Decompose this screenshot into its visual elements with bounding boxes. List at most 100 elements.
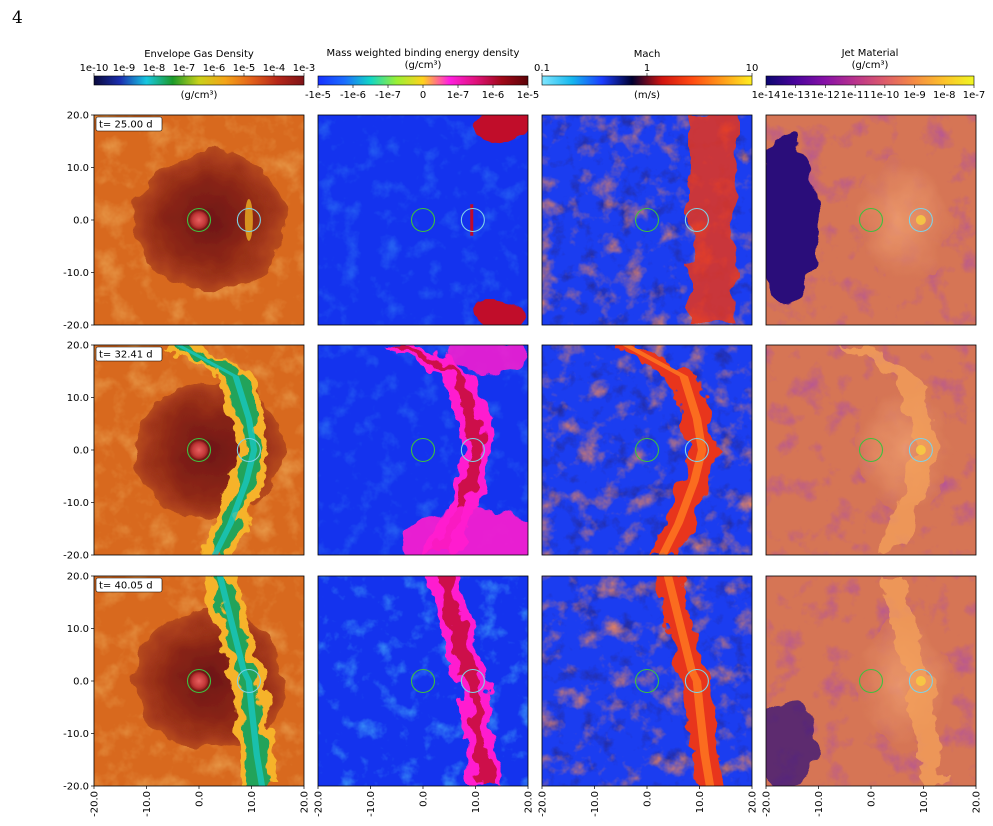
y-tick-label: -10.0 bbox=[63, 729, 89, 740]
colorbar-title: Envelope Gas Density bbox=[144, 49, 254, 60]
panel-jet-row2 bbox=[766, 345, 976, 555]
primary-star-marker bbox=[858, 437, 884, 463]
x-tick-label: 20.0 bbox=[300, 791, 311, 813]
y-tick-label: -10.0 bbox=[63, 498, 89, 509]
colorbar-tick-label: 1e-8 bbox=[143, 63, 166, 74]
companion-star-marker bbox=[236, 207, 261, 233]
colorbar-tick-label: 1e-8 bbox=[933, 90, 956, 101]
y-tick-label: -20.0 bbox=[63, 782, 89, 793]
colorbar-title: Mass weighted binding energy density bbox=[327, 48, 520, 59]
panel-jet-row3 bbox=[766, 576, 976, 786]
companion-star-marker bbox=[684, 668, 709, 694]
y-tick-label: 10.0 bbox=[67, 393, 89, 404]
colorbar-tick-label: 1 bbox=[644, 63, 650, 74]
y-tick-label: -20.0 bbox=[63, 321, 89, 332]
panel-density-row1 bbox=[94, 115, 304, 325]
x-tick-label: 10.0 bbox=[919, 791, 930, 813]
colorbar-tick-label: 0.1 bbox=[534, 63, 550, 74]
x-tick-label: 0.0 bbox=[867, 791, 878, 807]
x-tick-label: 10.0 bbox=[471, 791, 482, 813]
x-tick-label: -10.0 bbox=[590, 791, 601, 817]
colorbar-1: Mass weighted binding energy density(g/c… bbox=[305, 48, 539, 101]
y-tick-label: 20.0 bbox=[67, 111, 89, 122]
x-tick-label: -20.0 bbox=[762, 791, 773, 817]
svg-text:t= 40.05 d: t= 40.05 d bbox=[99, 581, 153, 592]
companion-star-marker bbox=[684, 437, 709, 463]
panel-mach-row1 bbox=[542, 115, 752, 325]
primary-star-marker bbox=[186, 668, 212, 694]
colorbar-tick-label: 1e-6 bbox=[203, 63, 226, 74]
colorbar-tick-label: 1e-7 bbox=[963, 90, 986, 101]
companion-star-marker bbox=[908, 437, 933, 463]
colorbar-3: Jet Material(g/cm³)1e-14 1e-13 1e-12 1e-11 1… bbox=[752, 48, 986, 101]
panel-mach-row2 bbox=[542, 345, 752, 555]
axes-group: t= 25.00 d 20.0 10.0 0.0 -10.0 -20.0 t= 32.41 … bbox=[63, 111, 982, 817]
panel-mach-row3 bbox=[542, 576, 752, 786]
colorbar-unit: (m/s) bbox=[634, 90, 660, 101]
primary-star-marker bbox=[858, 207, 884, 233]
time-label: t= 25.00 d bbox=[95, 116, 163, 132]
x-tick-label: 20.0 bbox=[748, 791, 759, 813]
time-label: t= 32.41 d bbox=[95, 346, 163, 362]
colorbar-tick-label: 1e-4 bbox=[263, 63, 286, 74]
colorbar-gradient bbox=[541, 75, 753, 86]
time-label: t= 40.05 d bbox=[95, 577, 163, 593]
primary-star-marker bbox=[410, 668, 436, 694]
panel-jet-row1 bbox=[766, 115, 976, 325]
primary-star-marker bbox=[634, 437, 660, 463]
y-tick-label: 0.0 bbox=[73, 446, 89, 457]
x-tick-label: 20.0 bbox=[524, 791, 535, 813]
colorbar-tick-label: 1e-14 bbox=[752, 90, 781, 101]
panel-energy-row1 bbox=[318, 115, 528, 325]
colorbar-gradient bbox=[317, 75, 529, 86]
companion-star-marker bbox=[236, 668, 261, 694]
primary-star-marker bbox=[634, 668, 660, 694]
y-tick-label: -10.0 bbox=[63, 268, 89, 279]
colorbar-tick-label: 1e-9 bbox=[113, 63, 136, 74]
primary-star-marker bbox=[186, 437, 212, 463]
colorbar-tick-label: 1e-5 bbox=[517, 90, 540, 101]
page-number: 4 bbox=[12, 8, 23, 28]
y-tick-label: -20.0 bbox=[63, 551, 89, 562]
colorbar-tick-label: -1e-7 bbox=[375, 90, 401, 101]
x-tick-label: 0.0 bbox=[419, 791, 430, 807]
x-tick-label: -10.0 bbox=[142, 791, 153, 817]
colorbar-tick-label: 1e-7 bbox=[447, 90, 470, 101]
primary-star-marker bbox=[634, 207, 660, 233]
colorbar-group: Envelope Gas Density 1e-10 1e-9 1e-8 1e-7 1e-… bbox=[80, 48, 986, 101]
colorbar-title: Mach bbox=[634, 49, 661, 60]
x-tick-label: 10.0 bbox=[695, 791, 706, 813]
colorbar-tick-label: 10 bbox=[746, 63, 759, 74]
primary-star-marker bbox=[410, 437, 436, 463]
x-tick-label: 10.0 bbox=[247, 791, 258, 813]
colorbar-unit: (g/cm³) bbox=[181, 90, 218, 101]
companion-star-marker bbox=[908, 668, 933, 694]
colorbar-subtitle: (g/cm³) bbox=[405, 60, 442, 71]
companion-star-marker bbox=[236, 437, 261, 463]
colorbar-tick-label: 1e-3 bbox=[293, 63, 316, 74]
x-tick-label: 20.0 bbox=[972, 791, 983, 813]
y-tick-label: 20.0 bbox=[67, 572, 89, 583]
colorbar-tick-label: -1e-6 bbox=[340, 90, 366, 101]
panel-grid bbox=[94, 115, 976, 786]
primary-star-marker bbox=[186, 207, 212, 233]
colorbar-tick-label: 1e-9 bbox=[903, 90, 926, 101]
panel-energy-row2 bbox=[318, 345, 528, 555]
x-tick-label: 0.0 bbox=[195, 791, 206, 807]
colorbar-tick-label: 1e-13 bbox=[781, 90, 810, 101]
colorbar-tick-label: 0 bbox=[420, 90, 426, 101]
colorbar-0: Envelope Gas Density 1e-10 1e-9 1e-8 1e-7 1e-… bbox=[80, 49, 316, 101]
y-tick-label: 0.0 bbox=[73, 677, 89, 688]
primary-star-marker bbox=[410, 207, 436, 233]
y-tick-label: 0.0 bbox=[73, 216, 89, 227]
colorbar-subtitle: (g/cm³) bbox=[852, 60, 889, 71]
companion-star-marker bbox=[908, 207, 933, 233]
companion-star-marker bbox=[460, 668, 485, 694]
companion-star-marker bbox=[684, 207, 709, 233]
primary-star-marker bbox=[858, 668, 884, 694]
x-tick-label: -20.0 bbox=[314, 791, 325, 817]
panel-density-row3 bbox=[94, 576, 304, 786]
colorbar-tick-label: 1e-11 bbox=[841, 90, 870, 101]
panel-density-row2 bbox=[94, 345, 304, 555]
